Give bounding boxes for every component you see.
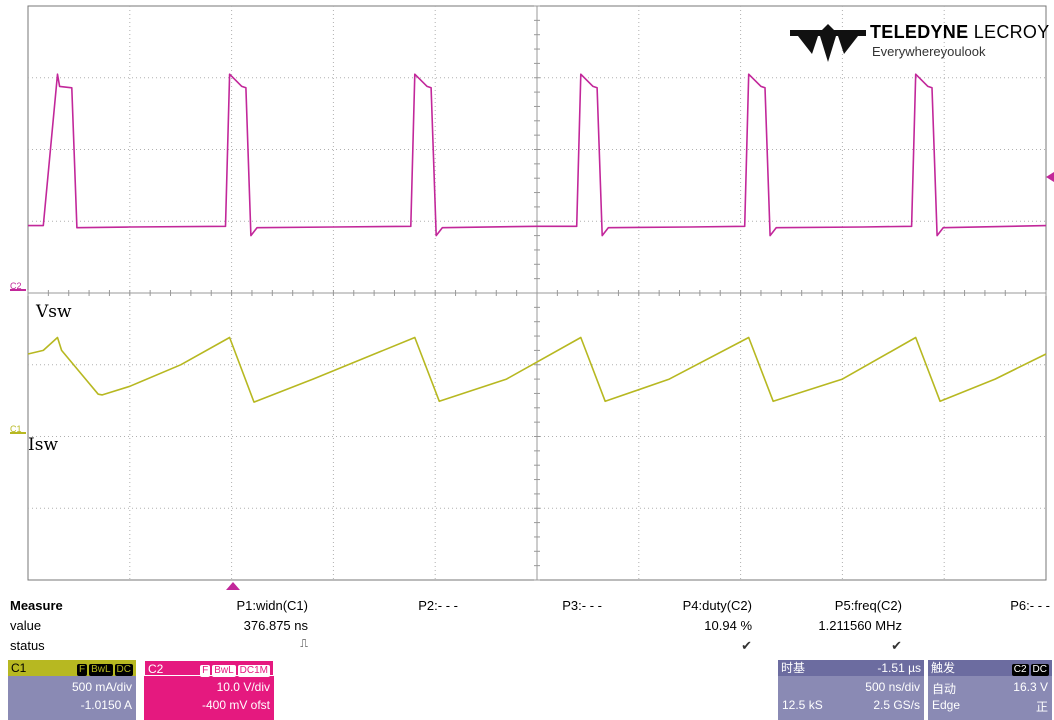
isw-trace xyxy=(27,336,1047,403)
isw-label: Isw xyxy=(28,435,58,455)
param-p6-name[interactable]: P6:- - - xyxy=(1010,598,1050,613)
timebase-samples: 12.5 kS xyxy=(782,698,823,712)
c2-scale: 10.0 V/div xyxy=(216,680,270,694)
teledyne-logo-icon xyxy=(790,24,866,62)
c1-tag-dc: DC xyxy=(114,664,133,676)
param-p5-value: 1.211560 MHz xyxy=(818,618,902,633)
c1-tag-f: F xyxy=(76,664,88,676)
trigger-source-tag: C2 xyxy=(1011,664,1029,676)
param-p5-status: ✔ xyxy=(891,638,902,653)
vsw-trace xyxy=(28,73,1047,237)
trigger-header: 触发 C2 DC xyxy=(928,660,1052,676)
oscilloscope-display: C2 C1 Vsw Isw TELEDYNE LECROY Everywhere… xyxy=(10,5,1054,590)
measurement-table[interactable]: Measure value status P1:widn(C1) 376.875… xyxy=(0,596,1054,658)
timebase-header: 时基 -1.51 µs xyxy=(778,660,924,676)
param-p2-name[interactable]: P2:- - - xyxy=(418,598,458,613)
value-row-label: value xyxy=(10,618,42,633)
trigger-mode: 自动 xyxy=(932,682,957,696)
param-p1-name[interactable]: P1:widn(C1) xyxy=(236,598,308,613)
logo-tagline: Everywhereyoulook xyxy=(872,44,986,59)
c2-offset: -400 mV ofst xyxy=(201,698,270,712)
measure-header: Measure xyxy=(10,598,63,613)
c2-tag-f: F xyxy=(200,665,211,677)
c1-descriptor-box[interactable]: C1 F BwL DC 500 mA/div -1.0150 A xyxy=(8,660,136,720)
trigger-title: 触发 xyxy=(931,661,956,675)
c2-tag-dc1m: DC1M xyxy=(237,665,270,677)
c2-marker: C2 xyxy=(10,281,22,291)
trigger-slope: 正 xyxy=(1035,700,1048,714)
teledyne-lecroy-logo: TELEDYNE LECROY Everywhereyoulook xyxy=(788,20,1050,66)
c2-box-header: C2 F BwL DC1M xyxy=(144,660,274,677)
timebase-box[interactable]: 时基 -1.51 µs 500 ns/div 12.5 kS 2.5 GS/s xyxy=(778,660,924,720)
c1-offset: -1.0150 A xyxy=(80,698,132,712)
c2-tag-bwl: BwL xyxy=(212,665,236,677)
trigger-coupling-tag: DC xyxy=(1030,664,1049,676)
logo-brand: TELEDYNE LECROY xyxy=(870,22,1050,42)
timebase-scale: 500 ns/div xyxy=(865,680,920,694)
c1-tag-bwl: BwL xyxy=(89,664,113,676)
status-row-label: status xyxy=(10,638,45,653)
vsw-label: Vsw xyxy=(36,302,72,322)
trigger-level-marker xyxy=(1046,172,1054,182)
param-p5-name[interactable]: P5:freq(C2) xyxy=(834,598,902,613)
param-p3-name[interactable]: P3:- - - xyxy=(562,598,602,613)
param-p4-name[interactable]: P4:duty(C2) xyxy=(682,598,752,613)
timebase-delay: -1.51 µs xyxy=(877,661,921,675)
c1-box-name: C1 xyxy=(11,661,27,675)
trigger-level: 16.3 V xyxy=(1013,680,1048,694)
c2-box-name: C2 xyxy=(148,662,164,676)
param-p1-status: ⎍ xyxy=(300,638,308,650)
param-p1-value: 376.875 ns xyxy=(243,618,308,633)
c1-box-header: C1 F BwL DC xyxy=(8,660,136,676)
trigger-type: Edge xyxy=(932,698,961,712)
param-p4-status: ✔ xyxy=(741,638,752,653)
c1-scale: 500 mA/div xyxy=(71,680,132,694)
c1-marker: C1 xyxy=(10,424,22,434)
c2-descriptor-box[interactable]: C2 F BwL DC1M 10.0 V/div -400 mV ofst xyxy=(144,660,274,720)
timebase-title: 时基 xyxy=(781,661,806,675)
timebase-rate: 2.5 GS/s xyxy=(873,698,920,712)
trigger-time-marker xyxy=(226,582,240,590)
trigger-box[interactable]: 触发 C2 DC 自动 16.3 V Edge 正 xyxy=(928,660,1052,720)
waveform-grid xyxy=(10,5,1054,590)
param-p4-value: 10.94 % xyxy=(704,618,752,633)
